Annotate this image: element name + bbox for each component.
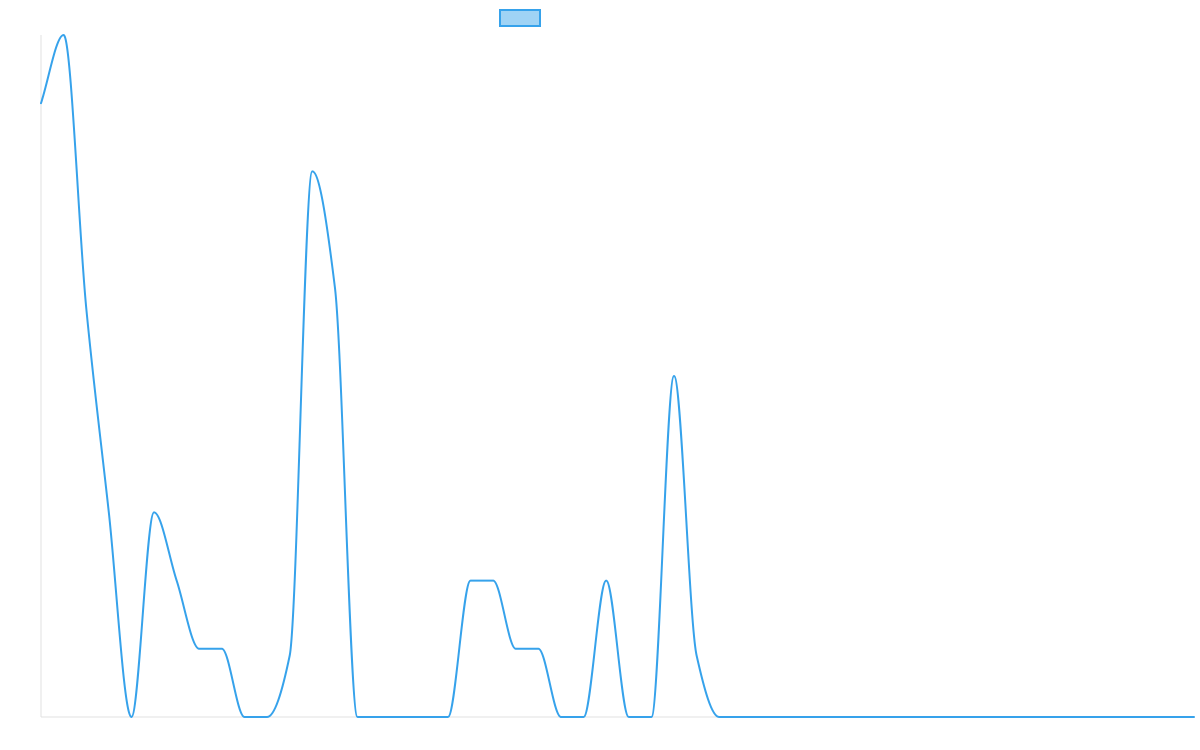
data-point-16[interactable]: [400, 714, 406, 720]
data-point-29[interactable]: [694, 653, 700, 659]
data-point-51[interactable]: [1191, 714, 1197, 720]
data-point-43[interactable]: [1010, 714, 1016, 720]
data-point-39[interactable]: [920, 714, 926, 720]
data-point-24[interactable]: [581, 714, 587, 720]
data-point-46[interactable]: [1078, 714, 1084, 720]
data-point-1[interactable]: [61, 32, 67, 38]
data-point-41[interactable]: [965, 714, 971, 720]
data-point-50[interactable]: [1168, 714, 1174, 720]
data-point-33[interactable]: [784, 714, 790, 720]
data-point-18[interactable]: [445, 714, 451, 720]
data-point-2[interactable]: [83, 305, 89, 311]
data-point-38[interactable]: [897, 714, 903, 720]
data-point-22[interactable]: [535, 646, 541, 652]
data-point-25[interactable]: [603, 578, 609, 584]
data-point-14[interactable]: [355, 714, 361, 720]
data-point-44[interactable]: [1033, 714, 1039, 720]
data-point-17[interactable]: [422, 714, 428, 720]
data-point-36[interactable]: [852, 714, 858, 720]
data-point-4[interactable]: [128, 714, 134, 720]
data-point-3[interactable]: [106, 509, 112, 515]
data-point-13[interactable]: [332, 284, 338, 290]
data-point-47[interactable]: [1101, 714, 1107, 720]
data-point-6[interactable]: [174, 578, 180, 584]
data-point-10[interactable]: [264, 714, 270, 720]
data-point-21[interactable]: [513, 646, 519, 652]
data-point-12[interactable]: [309, 168, 315, 174]
data-point-31[interactable]: [739, 714, 745, 720]
data-point-11[interactable]: [287, 653, 293, 659]
data-point-5[interactable]: [151, 509, 157, 515]
data-point-40[interactable]: [942, 714, 948, 720]
data-point-37[interactable]: [874, 714, 880, 720]
data-point-35[interactable]: [829, 714, 835, 720]
data-point-19[interactable]: [468, 578, 474, 584]
data-point-0[interactable]: [38, 100, 44, 106]
data-point-15[interactable]: [377, 714, 383, 720]
data-point-8[interactable]: [219, 646, 225, 652]
data-point-20[interactable]: [490, 578, 496, 584]
series-points: [38, 32, 1197, 720]
data-point-26[interactable]: [626, 714, 632, 720]
data-point-42[interactable]: [988, 714, 994, 720]
data-point-48[interactable]: [1123, 714, 1129, 720]
data-point-27[interactable]: [648, 714, 654, 720]
data-point-30[interactable]: [716, 714, 722, 720]
data-point-23[interactable]: [558, 714, 564, 720]
data-point-34[interactable]: [807, 714, 813, 720]
data-point-28[interactable]: [671, 373, 677, 379]
data-point-32[interactable]: [761, 714, 767, 720]
series-line: [40, 34, 1195, 719]
data-point-9[interactable]: [241, 714, 247, 720]
data-point-7[interactable]: [196, 646, 202, 652]
data-point-45[interactable]: [1055, 714, 1061, 720]
legend-swatch[interactable]: [499, 9, 541, 27]
data-point-49[interactable]: [1146, 714, 1152, 720]
